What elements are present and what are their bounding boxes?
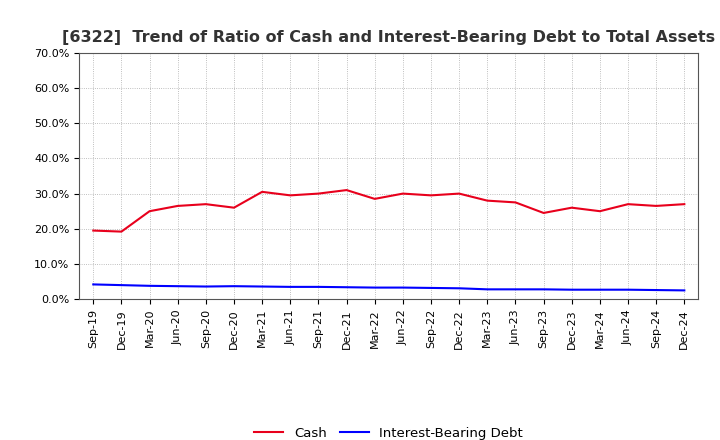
Interest-Bearing Debt <box>399 285 408 290</box>
Interest-Bearing Debt <box>89 282 98 287</box>
Interest-Bearing Debt <box>567 287 576 292</box>
Interest-Bearing Debt <box>286 284 294 290</box>
Cash <box>539 210 548 216</box>
Interest-Bearing Debt <box>483 287 492 292</box>
Line: Cash: Cash <box>94 190 684 231</box>
Interest-Bearing Debt <box>145 283 154 289</box>
Cash <box>511 200 520 205</box>
Cash <box>202 202 210 207</box>
Cash <box>89 228 98 233</box>
Interest-Bearing Debt <box>511 287 520 292</box>
Interest-Bearing Debt <box>595 287 604 292</box>
Interest-Bearing Debt <box>624 287 632 292</box>
Cash <box>117 229 126 234</box>
Line: Interest-Bearing Debt: Interest-Bearing Debt <box>94 284 684 290</box>
Interest-Bearing Debt <box>455 286 464 291</box>
Interest-Bearing Debt <box>202 284 210 289</box>
Cash <box>286 193 294 198</box>
Cash <box>680 202 688 207</box>
Interest-Bearing Debt <box>342 285 351 290</box>
Cash <box>399 191 408 196</box>
Interest-Bearing Debt <box>117 282 126 288</box>
Cash <box>595 209 604 214</box>
Cash <box>483 198 492 203</box>
Interest-Bearing Debt <box>427 285 436 290</box>
Interest-Bearing Debt <box>174 283 182 289</box>
Cash <box>427 193 436 198</box>
Cash <box>174 203 182 209</box>
Interest-Bearing Debt <box>314 284 323 290</box>
Cash <box>230 205 238 210</box>
Interest-Bearing Debt <box>258 284 266 289</box>
Interest-Bearing Debt <box>652 287 660 293</box>
Cash <box>624 202 632 207</box>
Cash <box>342 187 351 193</box>
Interest-Bearing Debt <box>230 283 238 289</box>
Cash <box>314 191 323 196</box>
Title: [6322]  Trend of Ratio of Cash and Interest-Bearing Debt to Total Assets: [6322] Trend of Ratio of Cash and Intere… <box>62 29 716 45</box>
Interest-Bearing Debt <box>680 288 688 293</box>
Cash <box>370 196 379 202</box>
Cash <box>652 203 660 209</box>
Cash <box>258 189 266 194</box>
Interest-Bearing Debt <box>539 287 548 292</box>
Cash <box>145 209 154 214</box>
Legend: Cash, Interest-Bearing Debt: Cash, Interest-Bearing Debt <box>249 422 528 440</box>
Cash <box>455 191 464 196</box>
Cash <box>567 205 576 210</box>
Interest-Bearing Debt <box>370 285 379 290</box>
